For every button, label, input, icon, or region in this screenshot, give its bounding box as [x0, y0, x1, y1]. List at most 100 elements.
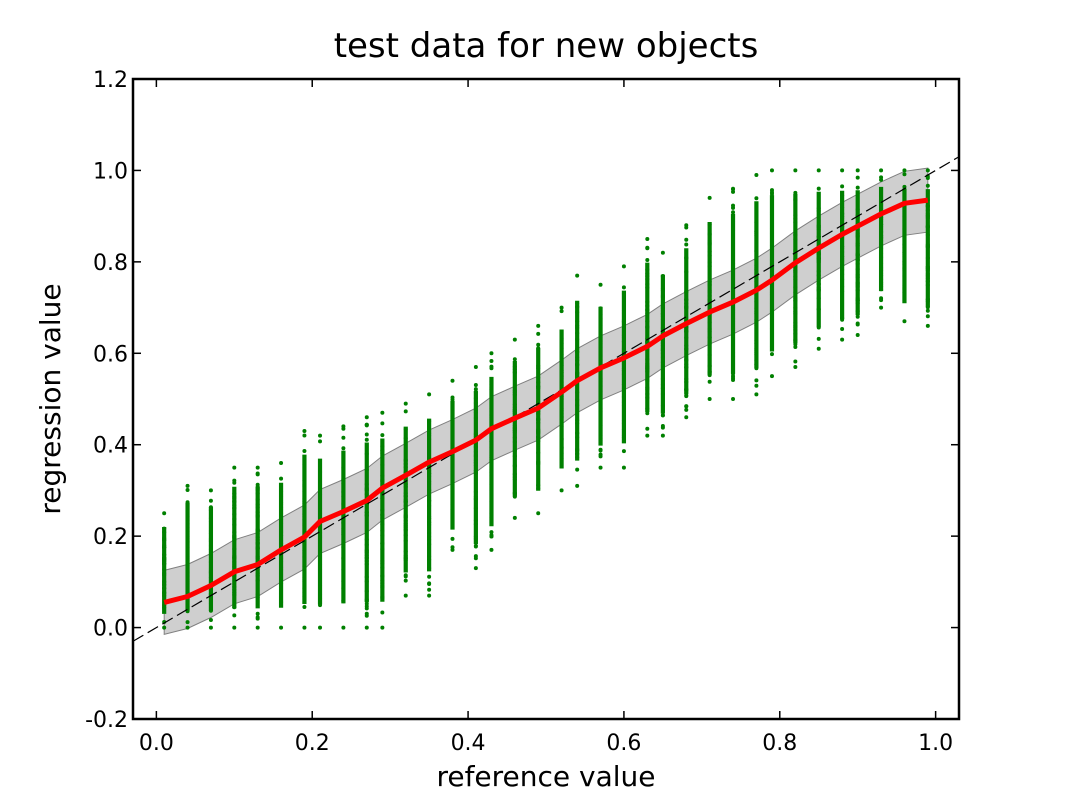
scatter-point: [489, 460, 494, 465]
scatter-point: [855, 281, 860, 286]
scatter-point: [489, 364, 494, 369]
scatter-point: [403, 409, 408, 414]
scatter-point: [925, 244, 930, 249]
scatter-point: [318, 625, 323, 630]
scatter-point: [707, 329, 712, 334]
scatter-point: [302, 449, 307, 453]
scatter-point: [684, 407, 689, 412]
scatter-point: [279, 489, 284, 494]
scatter-point: [793, 216, 798, 221]
scatter-point: [731, 264, 736, 269]
scatter-point: [754, 309, 759, 314]
scatter-point: [621, 291, 626, 296]
scatter-point: [208, 547, 213, 552]
scatter-point: [185, 529, 190, 534]
scatter-point: [318, 567, 323, 572]
scatter-point: [840, 250, 845, 254]
scatter-point: [707, 222, 712, 227]
scatter-column-11: [403, 401, 408, 598]
scatter-point: [512, 357, 517, 362]
scatter-point: [232, 465, 237, 470]
scatter-point: [840, 168, 845, 173]
scatter-point: [769, 301, 774, 306]
scatter-point: [575, 310, 580, 315]
scatter-point: [559, 383, 564, 388]
scatter-point: [512, 454, 517, 459]
scatter-point: [489, 387, 494, 392]
scatter-point: [855, 258, 860, 263]
scatter-point: [302, 429, 307, 433]
scatter-point: [559, 352, 564, 357]
scatter-point: [855, 175, 860, 180]
scatter-point: [731, 210, 736, 215]
scatter-column-6: [302, 429, 307, 630]
scatter-point: [769, 269, 774, 274]
scatter-point: [793, 277, 798, 282]
scatter-point: [341, 579, 346, 584]
scatter-point: [840, 254, 845, 259]
scatter-point: [879, 255, 884, 260]
scatter-point: [536, 411, 541, 416]
scatter-point: [302, 489, 307, 494]
scatter-point: [769, 285, 774, 289]
scatter-point: [162, 526, 167, 531]
scatter-point: [162, 579, 167, 584]
scatter-point: [559, 341, 564, 346]
scatter-point: [645, 311, 650, 316]
scatter-point: [162, 511, 167, 516]
scatter-point: [660, 382, 665, 387]
scatter-column-12: [427, 392, 432, 598]
scatter-point: [536, 346, 541, 351]
scatter-point: [793, 327, 798, 332]
scatter-point: [364, 559, 369, 563]
scatter-point: [925, 268, 930, 273]
scatter-point: [450, 536, 455, 541]
scatter-point: [925, 283, 930, 288]
scatter-point: [341, 435, 346, 440]
scatter-point: [793, 237, 798, 242]
scatter-point: [380, 585, 385, 590]
scatter-point: [840, 327, 845, 331]
scatter-point: [816, 256, 821, 261]
scatter-point: [621, 386, 626, 391]
scatter-point: [302, 512, 307, 517]
scatter-point: [816, 168, 821, 173]
scatter-point: [793, 290, 798, 295]
scatter-point: [427, 516, 432, 521]
scatter-point: [816, 234, 821, 239]
scatter-point: [575, 403, 580, 408]
scatter-point: [536, 366, 541, 371]
scatter-point: [162, 556, 167, 560]
scatter-point: [232, 512, 237, 517]
scatter-point: [279, 498, 284, 503]
scatter-point: [403, 457, 408, 462]
scatter-point: [684, 297, 689, 302]
scatter-point: [902, 252, 907, 257]
scatter-point: [473, 497, 478, 502]
scatter-point: [645, 299, 650, 304]
scatter-point: [902, 286, 907, 291]
scatter-point: [840, 228, 845, 232]
scatter-column-28: [769, 168, 775, 379]
scatter-point: [645, 392, 650, 396]
scatter-point: [559, 436, 564, 441]
scatter-point: [380, 508, 385, 513]
scatter-point: [427, 520, 432, 525]
scatter-point: [512, 435, 517, 440]
scatter-point: [559, 411, 564, 416]
scatter-point: [660, 424, 665, 428]
scatter-point: [302, 605, 307, 609]
scatter-point: [450, 408, 455, 413]
scatter-point: [660, 311, 665, 316]
scatter-point: [302, 517, 307, 522]
scatter-column-9: [364, 415, 369, 630]
scatter-point: [855, 253, 860, 258]
scatter-point: [793, 365, 798, 369]
scatter-point: [855, 309, 860, 314]
scatter-point: [902, 218, 907, 223]
scatter-point: [380, 448, 385, 453]
scatter-point: [208, 488, 213, 493]
scatter-column-26: [730, 186, 736, 401]
x-tick-label: 0.6: [606, 731, 641, 756]
scatter-point: [232, 522, 237, 527]
